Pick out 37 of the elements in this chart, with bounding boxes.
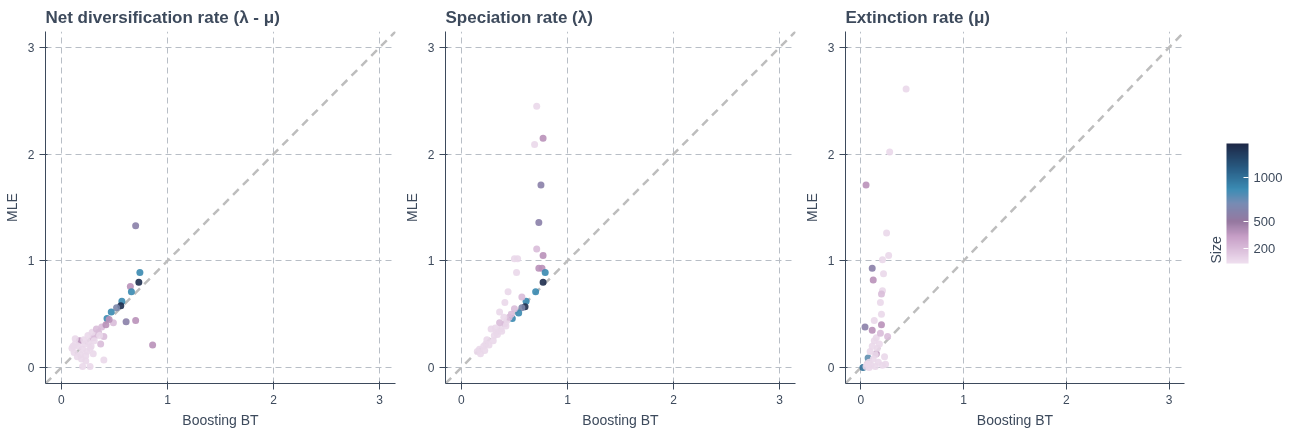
y-tick-label: 0 xyxy=(427,361,435,375)
x-tick-label: 0 xyxy=(458,392,466,407)
x-tick-label: 2 xyxy=(670,392,678,407)
color-bar-label: 200 xyxy=(1253,240,1276,256)
y-axis-title: MLE xyxy=(3,193,20,222)
y-tick-label: 1 xyxy=(827,254,835,269)
x-tick-label: 1 xyxy=(164,392,172,407)
x-tick-label: 1 xyxy=(960,392,968,407)
x-tick-label: 3 xyxy=(1165,392,1173,407)
x-tick-label: 2 xyxy=(1063,392,1071,407)
y-tick-label: 0 xyxy=(27,361,35,375)
y-axis-title: MLE xyxy=(403,193,420,222)
chart-title: Extinction rate (μ) xyxy=(845,7,991,27)
x-tick-label: 3 xyxy=(376,392,384,407)
y-tick-label: 2 xyxy=(27,147,35,162)
y-tick-label: 2 xyxy=(427,147,435,162)
x-axis-title: Boosting BT xyxy=(582,411,660,428)
x-tick-label: 2 xyxy=(270,392,278,407)
chart-title: Net diversification rate (λ - μ) xyxy=(45,7,280,27)
y-tick-label: 3 xyxy=(827,41,835,55)
y-tick-label: 3 xyxy=(27,41,35,55)
color-bar-label: 1000 xyxy=(1253,169,1283,185)
x-axis-title: Boosting BT xyxy=(976,411,1054,428)
y-tick-label: 1 xyxy=(27,254,35,269)
y-tick-label: 2 xyxy=(827,147,835,162)
x-tick-label: 0 xyxy=(58,392,66,407)
x-axis-title: Boosting BT xyxy=(182,411,260,428)
y-tick-label: 0 xyxy=(827,361,835,375)
chart-title: Speciation rate (λ) xyxy=(445,7,593,27)
y-tick-label: 3 xyxy=(427,41,435,55)
y-axis-title: MLE xyxy=(803,193,820,222)
x-tick-label: 3 xyxy=(776,392,784,407)
color-bar-title: Size xyxy=(1207,236,1224,264)
y-tick-label: 1 xyxy=(427,254,435,269)
color-bar-label: 500 xyxy=(1253,214,1276,230)
x-tick-label: 0 xyxy=(857,392,865,407)
x-tick-label: 1 xyxy=(564,392,572,407)
